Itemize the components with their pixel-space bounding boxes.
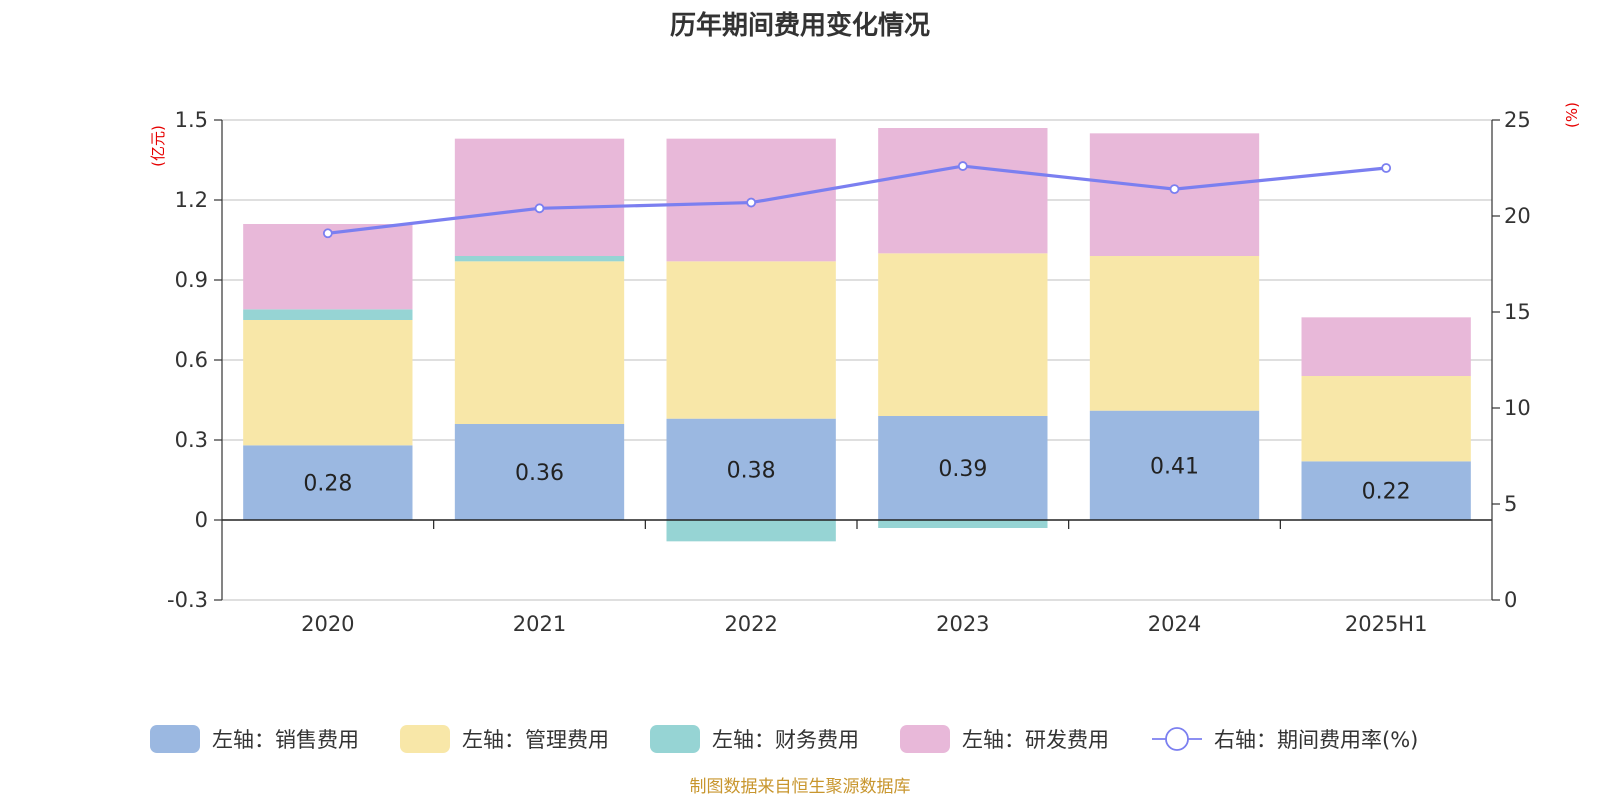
left-axis-tick-label: 1.2 [175,188,208,212]
x-axis-category-label: 2025H1 [1345,612,1428,636]
data-label: 0.38 [727,458,776,483]
legend: 左轴：销售费用 左轴：管理费用 左轴：财务费用 左轴：研发费用 右轴：期间费用率(%) [150,725,1418,753]
legend-swatch [650,725,700,753]
rate-line [322,161,1392,239]
bar-segment-s3 [878,128,1048,254]
grid [222,119,1492,601]
legend-label: 左轴：管理费用 [462,728,609,752]
bar-segment-s3 [454,138,625,256]
right-axis-tick-label: 10 [1504,396,1531,420]
bar-segment-s1 [454,261,625,424]
bar-segment-s0 [878,416,1048,520]
left-axis-tick-label: 0.6 [175,348,208,372]
bar-segment-s2 [878,520,1048,528]
right-axis-tick-label: 20 [1504,204,1531,228]
bar-segment-s3 [243,224,413,310]
x-axis-category-label: 2020 [301,612,354,636]
bar-segment-s0 [243,445,413,520]
rate-line-point [746,197,757,208]
rate-line-path [327,164,1387,235]
bar-segment-s3 [1089,133,1260,256]
legend-label: 右轴：期间费用率(%) [1214,728,1418,752]
bar-segment-s2 [454,256,625,262]
data-label: 0.39 [938,457,987,482]
bar-segment-s0 [666,418,836,520]
rate-line-point [322,228,333,239]
left-axis-tick-label: 1.5 [175,108,208,132]
rate-line-point [534,203,545,214]
axes: -0.3 0 0.3 0.6 0.9 1.2 1.5 0 5 10 15 20 25 2020 2021 20… [167,108,1531,636]
x-axis-category-label: 2024 [1148,612,1201,636]
bar-segment-s0 [1089,410,1260,520]
data-label: 0.41 [1150,454,1199,479]
bars [243,128,1471,542]
bar-segment-s1 [1089,256,1260,411]
left-axis-tick-label: 0.9 [175,268,208,292]
chart-title: 历年期间费用变化情况 [670,10,930,41]
bar-segment-s1 [878,253,1048,416]
right-axis-unit: (%) [1563,102,1581,128]
bar-segment-s0 [1301,461,1471,520]
data-label: 0.22 [1362,480,1411,505]
left-axis-unit: (亿元) [149,125,167,167]
data-label: 0.28 [303,472,352,497]
right-axis-tick-label: 5 [1504,492,1517,516]
rate-line-point [1381,163,1392,173]
x-axis-category-label: 2022 [724,612,777,636]
legend-label: 左轴：研发费用 [962,728,1109,752]
legend-label: 左轴：销售费用 [212,728,359,752]
data-label: 0.36 [515,461,564,486]
right-axis-tick-label: 15 [1504,300,1531,324]
right-axis-tick-label: 25 [1504,108,1531,132]
rate-line-point [1169,184,1180,195]
legend-swatch [400,725,450,753]
x-axis-category-label: 2023 [936,612,989,636]
legend-label: 左轴：财务费用 [712,728,859,752]
bar-segment-s2 [243,309,413,320]
bar-segment-s3 [1301,317,1471,376]
bar-segment-s1 [666,261,836,419]
left-axis-tick-label: 0.3 [175,428,208,452]
left-axis-tick-label: 0 [195,508,208,532]
right-axis-tick-label: 0 [1504,588,1517,612]
legend-swatch [150,725,200,753]
legend-swatch [900,725,950,753]
bar-segment-s0 [454,424,625,520]
bar-segment-s1 [243,320,413,446]
bar-segment-s2 [666,520,836,542]
rate-line-point [957,161,968,171]
x-axis-category-label: 2021 [513,612,566,636]
source-note: 制图数据来自恒生聚源数据库 [690,777,911,797]
bar-segment-s1 [1301,376,1471,462]
left-axis-tick-label: -0.3 [167,588,208,612]
data-labels: 0.28 0.36 0.38 0.39 0.41 0.22 [303,454,1410,504]
legend-circle-marker [1165,727,1189,751]
